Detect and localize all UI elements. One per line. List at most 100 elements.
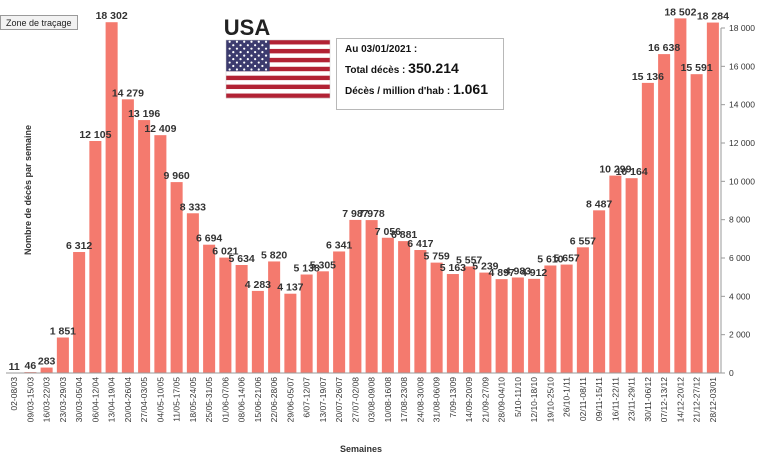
data-label: 8 333 [180,201,206,213]
x-tick-label: 30/11-06/12 [643,377,653,422]
y-tick-label: 16 000 [729,61,755,71]
bar [40,367,53,373]
y-tick-label: 2 000 [729,330,751,340]
data-label: 6 417 [407,238,433,250]
summary-per-million: Décès / million d'hab : 1.061 [345,81,495,97]
x-tick-label: 23/11-29/11 [627,377,637,421]
data-label: 12 409 [144,123,176,135]
data-label: 14 279 [112,87,144,99]
x-tick-label: 28/12-03/01 [708,377,718,423]
data-label: 12 105 [79,129,111,141]
x-tick-label: 15/06-21/06 [253,377,263,423]
x-tick-label: 02/11-08/11 [578,377,588,421]
bar [511,277,524,373]
bar [609,175,622,373]
data-label: 15 591 [681,62,713,74]
x-tick-label: 01/06-07/06 [220,377,230,423]
x-tick-label: 02-08/03 [9,377,19,411]
plot-area-button[interactable]: Zone de traçage [0,15,78,30]
x-tick-label: 5/10-11/10 [513,377,523,417]
x-tick-label: 09/11-15/11 [594,377,604,421]
x-tick-label: 17/08-23/08 [399,377,409,423]
data-label: 5 820 [261,249,287,261]
y-tick-label: 18 000 [729,23,755,33]
per-million-label: Décès / million d'hab : [345,86,453,97]
bar [219,257,232,373]
y-axis-label: Nombre de décès par semaine [23,125,33,255]
x-tick-labels: 02-08/03 09/03-15/03 16/03-22/03 23/03-29/0… [9,377,718,423]
x-tick-label: 04/05-10/05 [155,377,165,423]
data-label: 18 284 [697,11,729,23]
bar [333,251,346,373]
summary-box: Au 03/01/2021 : Total décès : 350.214 Dé… [336,38,504,110]
x-tick-label: 30/03-05/04 [74,377,84,423]
data-label: 6 557 [570,235,596,247]
bar [690,74,703,374]
data-label: 7 978 [358,208,384,220]
data-label: 13 196 [128,108,160,120]
us-flag-icon [225,39,331,99]
x-tick-label: 16/11-22/11 [610,377,620,421]
x-tick-label: 09/03-15/03 [25,377,35,423]
bar [300,274,313,373]
data-label: 5 634 [228,253,254,265]
data-label: 5 759 [423,251,449,263]
x-axis-label: Semaines [340,444,382,454]
bar [203,244,216,373]
bar-series [8,18,719,374]
y-tick-label: 0 [729,368,734,378]
bar [625,178,638,373]
data-label: 4 983 [505,265,531,277]
x-tick-label: 18/05-24/05 [188,377,198,423]
x-tick-label: 19/10-25/10 [545,377,555,423]
x-tick-label: 22/06-28/06 [269,377,279,423]
x-tick-label: 13/04-19/04 [107,377,117,423]
country-title: USA [224,15,271,40]
bar [89,140,102,373]
x-tick-label: 6/07-12/07 [302,377,312,418]
bar [170,182,183,373]
data-label: 5 610 [537,253,563,265]
data-label: 8 487 [586,198,612,210]
bar [154,135,167,373]
y-tick-label: 10 000 [729,176,755,186]
x-tick-label: 23/03-29/03 [58,377,68,423]
bar [641,82,654,373]
x-tick-label: 29/06-05/07 [285,377,295,423]
data-label: 4 137 [277,282,303,294]
x-tick-label: 27/04-03/05 [139,377,149,423]
x-tick-label: 27/07-02/08 [350,377,360,423]
bar [73,252,86,373]
bar [186,213,199,373]
x-tick-label: 16/03-22/03 [42,377,52,423]
data-label: 5 138 [293,263,319,275]
summary-total: Total décès : 350.214 [345,60,495,76]
x-tick-label: 20/07-26/07 [334,377,344,423]
data-label: 4 283 [245,279,271,291]
x-tick-label: 14/12-20/12 [675,377,685,423]
bar [495,279,508,373]
x-tick-label: 20/04-26/04 [123,377,133,423]
bar [56,337,69,373]
data-label: 5 557 [456,254,482,266]
bar [463,266,476,373]
x-tick-label: 24/08-30/08 [415,377,425,423]
bar [268,261,281,373]
y-tick-label: 6 000 [729,253,751,263]
data-label: 10 299 [599,164,631,176]
summary-date: Au 03/01/2021 : [345,44,418,55]
data-label: 4 912 [521,267,547,279]
data-label: 11 [9,361,20,373]
data-label: 18 302 [96,10,128,22]
x-tick-label: 7/09-13/09 [448,377,458,418]
bar [658,54,671,374]
bar [235,265,248,373]
bar [138,120,151,373]
bar [560,264,573,373]
y-tick-label: 14 000 [729,100,755,110]
data-label: 6 021 [212,246,238,258]
data-label: 7 056 [375,226,401,238]
data-label: 5 239 [472,261,498,273]
